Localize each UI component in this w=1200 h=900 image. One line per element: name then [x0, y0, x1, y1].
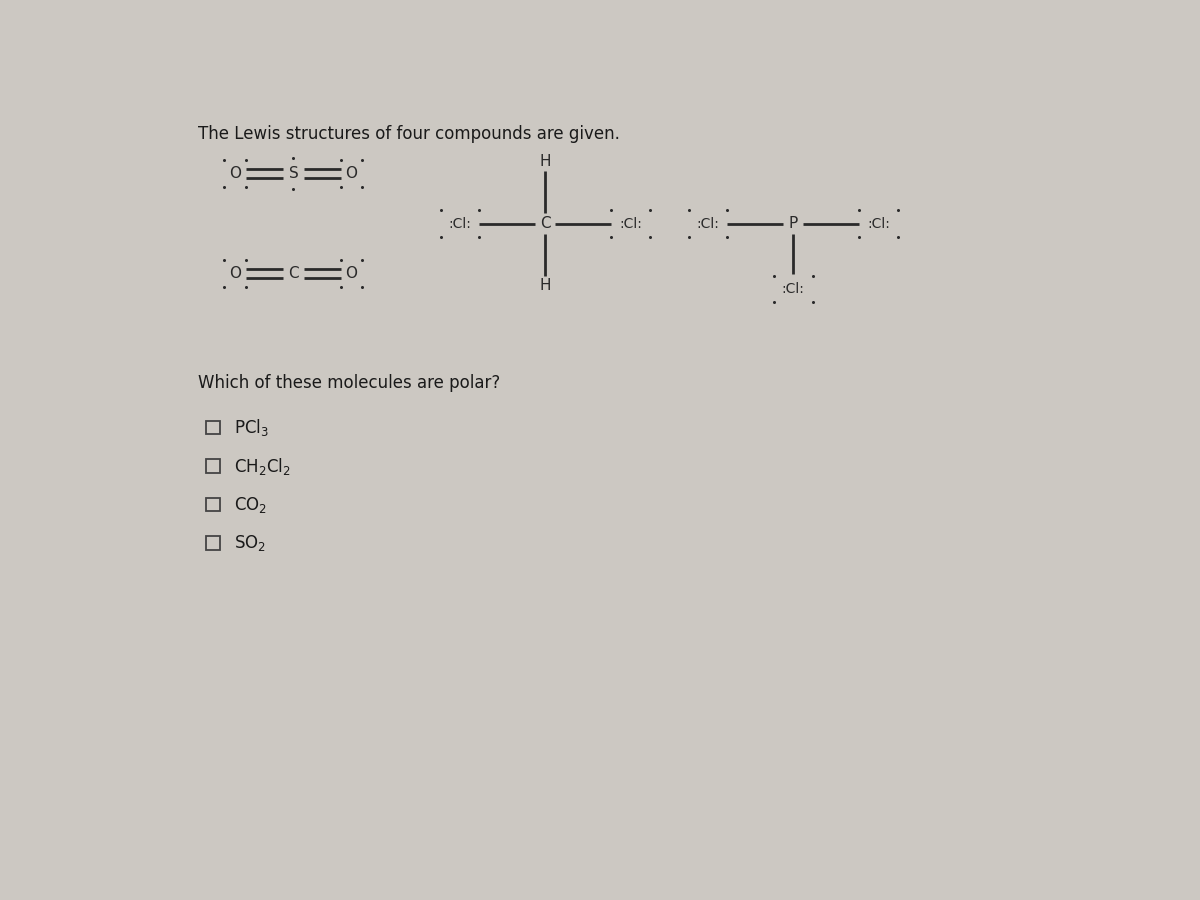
Bar: [206, 536, 220, 550]
Text: :Cl:: :Cl:: [782, 282, 805, 296]
Text: S: S: [288, 166, 299, 181]
Text: :Cl:: :Cl:: [868, 217, 890, 230]
Text: CH$_2$Cl$_2$: CH$_2$Cl$_2$: [234, 455, 290, 477]
Text: H: H: [540, 277, 551, 292]
Text: :Cl:: :Cl:: [449, 217, 472, 230]
Bar: [206, 420, 220, 435]
Text: The Lewis structures of four compounds are given.: The Lewis structures of four compounds a…: [198, 125, 620, 143]
Text: O: O: [229, 266, 241, 281]
Text: P: P: [788, 216, 798, 231]
Text: C: C: [288, 266, 299, 281]
Bar: [206, 459, 220, 473]
Text: O: O: [229, 166, 241, 181]
Text: PCl$_3$: PCl$_3$: [234, 417, 269, 438]
Text: CO$_2$: CO$_2$: [234, 495, 266, 515]
Text: O: O: [346, 266, 358, 281]
Bar: [206, 498, 220, 511]
Text: :Cl:: :Cl:: [696, 217, 720, 230]
Text: Which of these molecules are polar?: Which of these molecules are polar?: [198, 374, 500, 392]
Text: H: H: [540, 155, 551, 169]
Text: :Cl:: :Cl:: [619, 217, 642, 230]
Text: O: O: [346, 166, 358, 181]
Text: C: C: [540, 216, 551, 231]
Text: SO$_2$: SO$_2$: [234, 533, 265, 553]
